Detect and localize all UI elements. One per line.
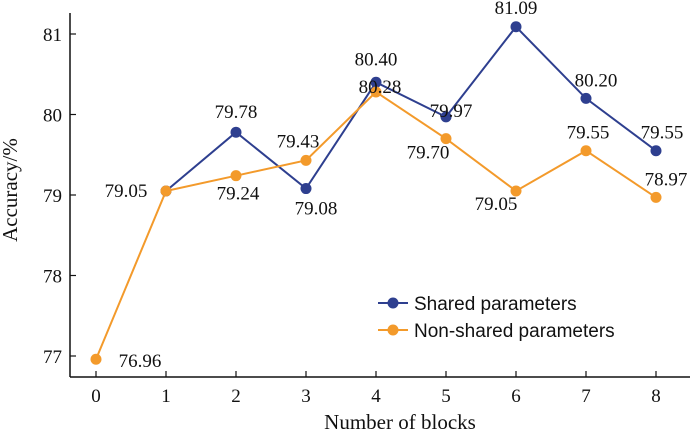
y-axis-label: Accuracy/% [0, 138, 22, 242]
data-labels: 79.78 79.08 80.40 79.97 81.09 80.20 79.55 76.96… [105, 0, 688, 372]
data-point-non-shared [230, 170, 242, 182]
data-point-shared [510, 21, 522, 33]
data-label-non-shared: 79.55 [567, 123, 610, 144]
data-label-shared: 79.97 [430, 101, 473, 122]
legend-marker [387, 324, 399, 336]
x-tick-label: 2 [231, 386, 241, 407]
data-point-non-shared [300, 154, 312, 166]
data-label-non-shared: 79.70 [407, 143, 450, 164]
series-layer [90, 21, 662, 365]
data-label-non-shared: 80.28 [359, 77, 402, 98]
data-label-non-shared: 78.97 [645, 169, 688, 190]
x-axis-label: Number of blocks [324, 410, 476, 434]
data-point-shared [650, 145, 662, 157]
y-tick-label: 80 [43, 106, 62, 127]
data-point-non-shared [370, 86, 382, 98]
data-label-non-shared: 79.05 [475, 194, 518, 215]
data-point-shared [230, 126, 242, 138]
legend-marker [387, 297, 399, 309]
y-tick-label: 78 [43, 267, 62, 288]
data-point-non-shared [580, 145, 592, 157]
legend: Shared parameters Non-shared parameters [378, 294, 615, 342]
series-line-shared [165, 25, 657, 192]
data-point-shared [300, 183, 312, 195]
legend-entry: Shared parameters [414, 294, 577, 315]
data-label-non-shared: 76.96 [119, 351, 162, 372]
x-tick-label: 8 [651, 386, 661, 407]
data-label-shared: 79.78 [215, 102, 258, 123]
data-label-shared: 80.40 [355, 49, 398, 70]
data-point-non-shared [650, 191, 662, 203]
data-point-non-shared [160, 185, 172, 197]
data-point-shared [580, 92, 592, 104]
data-label-non-shared: 79.24 [217, 184, 260, 205]
data-point-non-shared [510, 185, 522, 197]
legend-entry: Non-shared parameters [414, 321, 615, 342]
y-tick-label: 77 [43, 347, 62, 368]
x-tick-label: 4 [371, 386, 381, 407]
x-tick-label: 5 [441, 386, 451, 407]
data-label-shared: 79.55 [641, 123, 684, 144]
x-tick-label: 3 [301, 386, 311, 407]
x-tick-label: 7 [581, 386, 591, 407]
data-label-non-shared: 79.43 [277, 131, 320, 152]
data-label-non-shared: 79.05 [105, 181, 148, 202]
data-point-non-shared [440, 133, 452, 145]
data-label-shared: 80.20 [575, 70, 618, 91]
data-point-shared [440, 111, 452, 123]
data-label-shared: 81.09 [495, 0, 538, 19]
y-tick-label: 81 [43, 25, 62, 46]
y-tick-label: 79 [43, 186, 62, 207]
x-tick-label: 6 [511, 386, 521, 407]
x-tick-label: 0 [91, 386, 101, 407]
data-label-shared: 79.08 [295, 199, 338, 220]
x-tick-label: 1 [161, 386, 171, 407]
data-point-shared [370, 76, 382, 88]
data-point-non-shared [90, 353, 102, 365]
